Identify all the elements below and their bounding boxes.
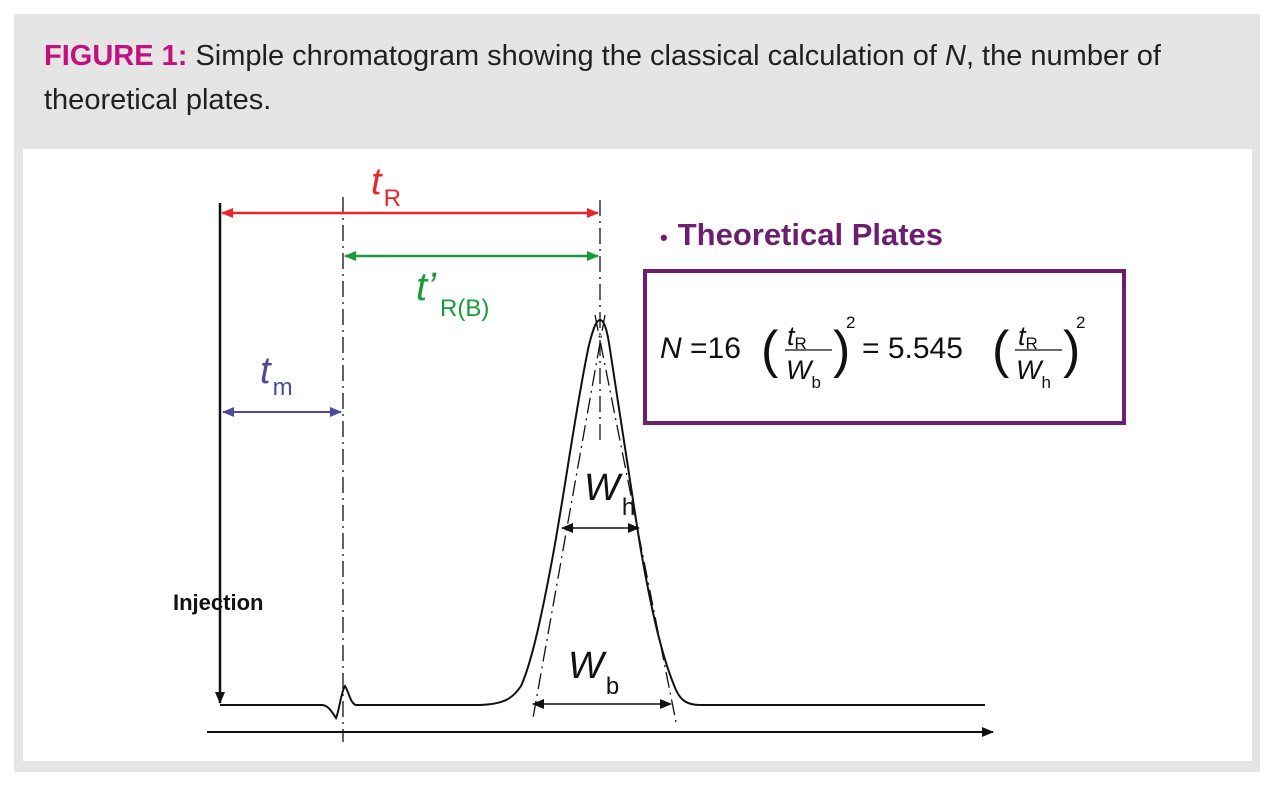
tm-label: tm <box>260 350 293 401</box>
left-tangent-line <box>532 314 606 719</box>
formula-exponent-1: 2 <box>846 313 855 332</box>
figure-caption: FIGURE 1: Simple chromatogram showing th… <box>44 34 1234 122</box>
chromatogram-trace <box>220 318 985 720</box>
formula-open-paren-1: ( <box>761 321 779 379</box>
formula-close-paren-1: ) <box>833 321 850 379</box>
plate-count-formula: N =16 ( tR Wb ) 2 = 5.545 ( tR Wh ) 2 <box>660 313 1085 392</box>
Wh-label: Wh <box>584 467 635 521</box>
formula-close-paren-2: ) <box>1063 321 1080 379</box>
theoretical-plates-heading: • Theoretical Plates <box>660 217 943 252</box>
figure-label: FIGURE 1: <box>44 40 188 72</box>
formula-box <box>643 269 1126 425</box>
formula-lhs: N =16 <box>660 332 741 365</box>
caption-text-pre: Simple chromatogram showing the classica… <box>187 40 945 72</box>
frac2-denominator: Wh <box>1016 355 1051 392</box>
formula-open-paren-2: ( <box>992 321 1010 379</box>
frac2-numerator: tR <box>1018 321 1038 353</box>
diagram-panel <box>23 149 1252 761</box>
formula-exponent-2: 2 <box>1076 313 1085 332</box>
formula-middle: = 5.545 <box>862 332 963 365</box>
tR-label: tR <box>371 161 401 212</box>
injection-label: Injection <box>173 590 263 615</box>
tRB-label: t’ R(B) <box>416 265 489 322</box>
Wb-label: Wb <box>568 645 619 700</box>
caption-text-post: , the number of theoretical plates. <box>44 40 1161 116</box>
caption-n-symbol: N <box>944 40 966 72</box>
frac1-denominator: Wb <box>786 355 821 392</box>
frac1-numerator: tR <box>787 321 807 353</box>
